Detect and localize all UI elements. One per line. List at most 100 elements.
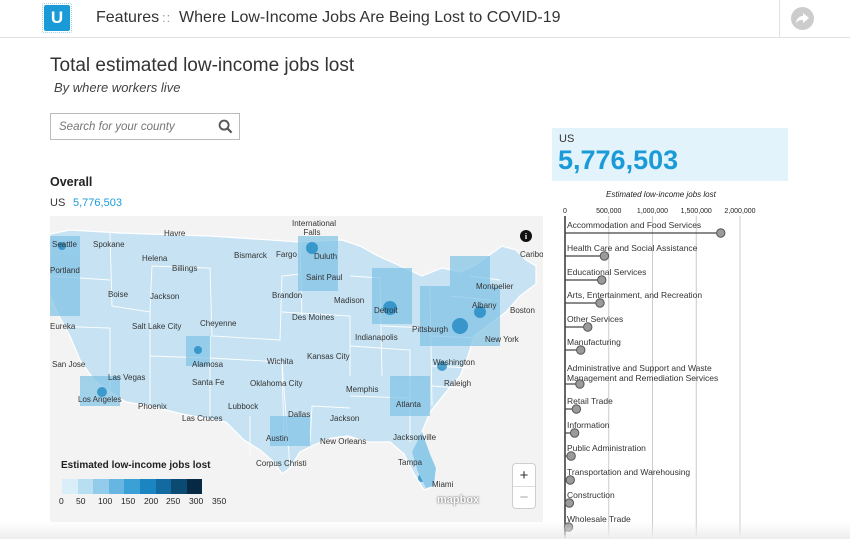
- map-city-label: Madison: [334, 296, 365, 305]
- legend-tick-label: 250: [166, 496, 181, 506]
- us-choropleth-map[interactable]: Havre International Falls Seattle Spokan…: [50, 216, 543, 522]
- overall-value: 5,776,503: [73, 197, 122, 209]
- us-summary-box: US 5,776,503: [552, 128, 788, 181]
- category-label: Arts, Entertainment, and Recreation: [567, 290, 702, 300]
- map-city-label: Salt Lake City: [132, 322, 182, 331]
- category-label: Manufacturing: [567, 337, 621, 347]
- map-city-label: Kansas City: [307, 352, 350, 361]
- category-label: Information: [567, 420, 610, 430]
- map-city-label: Albany: [472, 301, 497, 310]
- site-logo[interactable]: U: [44, 5, 70, 31]
- map-shapes: [50, 229, 537, 491]
- map-city-label: Indianapolis: [355, 333, 398, 342]
- breadcrumb-separator: ::: [162, 10, 172, 25]
- legend-color-scale: [62, 479, 250, 494]
- map-city-label: Dallas: [288, 410, 311, 419]
- logo-frame: [42, 3, 72, 33]
- map-city-label: Miami: [432, 480, 454, 489]
- map-city-label: Brandon: [272, 291, 303, 300]
- legend-swatch: [108, 479, 125, 494]
- map-city-label: Phoenix: [138, 402, 167, 411]
- legend-ticks: 0 50 100 150 200 250 300 350: [55, 496, 250, 508]
- top-bar: U Features :: Where Low-Income Jobs Are …: [0, 0, 850, 38]
- lollipop-point: [599, 251, 610, 261]
- map-city-label: Des Moines: [292, 313, 335, 322]
- category-label: Administrative and Support and Waste: [567, 363, 712, 373]
- map-city-label: Austin: [266, 434, 289, 443]
- map-city-label: Bismarck: [234, 251, 267, 260]
- legend-tick-label: 100: [98, 496, 113, 506]
- category-label: Retail Trade: [567, 396, 613, 406]
- map-city-label: Caribou: [520, 250, 543, 259]
- map-city-label: San Jose: [52, 360, 86, 369]
- section-link[interactable]: Features: [96, 9, 160, 26]
- lollipop-point: [716, 228, 726, 238]
- lollipop-point: [595, 298, 605, 308]
- map-city-label: Montpelier: [476, 282, 514, 291]
- map-city-label: Seattle: [52, 240, 77, 249]
- map-city-label: Spokane: [93, 240, 125, 249]
- map-city-label: Santa Fe: [192, 378, 225, 387]
- legend-swatch: [93, 479, 109, 494]
- us-summary-value: 5,776,503: [558, 145, 679, 175]
- legend-tick-label: 300: [189, 496, 204, 506]
- map-city-label: Jacksonville: [393, 433, 437, 442]
- lollipop-point: [576, 345, 586, 355]
- map-city-label: New York: [485, 335, 519, 344]
- page-bottom-fade: [0, 522, 850, 539]
- map-city-label: Fargo: [276, 250, 297, 259]
- industry-lollipop-chart: 0 500,000 1,000,000 1,500,000 2,000,000 Accom…: [563, 208, 756, 539]
- lollipop-point: [565, 475, 575, 485]
- legend-tick-label: 0: [59, 496, 64, 506]
- share-arrow-icon[interactable]: [791, 7, 814, 30]
- mapbox-attribution-logo[interactable]: mapbox: [437, 494, 480, 506]
- legend-swatch: [171, 479, 187, 494]
- map-city-label: Portland: [50, 266, 80, 275]
- x-tick-label: 2,000,000: [724, 208, 755, 215]
- zoom-in-button[interactable]: +: [519, 466, 529, 484]
- category-label: Accommodation and Food Services: [567, 220, 701, 230]
- county-search[interactable]: [50, 113, 240, 140]
- lollipop-point: [597, 275, 607, 285]
- zoom-out-button[interactable]: −: [513, 486, 535, 508]
- map-city-label: Oklahoma City: [250, 379, 303, 388]
- category-label: Health Care and Social Assistance: [567, 243, 698, 253]
- map-city-label: Las Vegas: [108, 373, 146, 382]
- map-city-label: Raleigh: [444, 379, 472, 388]
- header-divider: [779, 0, 780, 38]
- zoom-control[interactable]: + −: [513, 464, 535, 508]
- map-city-label: International Falls: [292, 219, 337, 237]
- legend-swatch: [124, 479, 140, 494]
- x-tick-label: 1,000,000: [637, 208, 668, 215]
- map-city-label: Saint Paul: [306, 273, 343, 282]
- legend-swatch: [62, 479, 78, 494]
- map-legend: Estimated low-income jobs lost 0 50 100 150…: [55, 460, 250, 508]
- map-city-label: Helena: [142, 254, 168, 263]
- map-city-label: Billings: [172, 264, 198, 273]
- map-city-label: Jackson: [150, 292, 180, 301]
- overall-location: US: [50, 197, 66, 209]
- map-city-label: Pittsburgh: [412, 325, 449, 334]
- map-city-label: Washington: [433, 358, 475, 367]
- lollipop-point: [564, 498, 575, 508]
- map-city-label: Boise: [108, 290, 129, 299]
- map-city-label: Havre: [164, 229, 186, 238]
- x-tick-label: 1,500,000: [681, 208, 712, 215]
- page-title: Where Low-Income Jobs Are Being Lost to …: [179, 9, 561, 26]
- legend-swatch: [77, 479, 94, 494]
- legend-tick-label: 200: [144, 496, 159, 506]
- legend-tick-label: 150: [121, 496, 136, 506]
- map-city-label: Las Cruces: [182, 414, 223, 423]
- search-input[interactable]: [51, 114, 216, 139]
- map-city-label: Wichita: [267, 357, 294, 366]
- category-label: Construction: [567, 490, 615, 500]
- chart-heading: Total estimated low-income jobs lost: [50, 55, 355, 76]
- map-city-label: Boston: [510, 306, 535, 315]
- search-icon[interactable]: [218, 119, 233, 134]
- overall-label: Overall: [50, 175, 93, 189]
- map-city-label: New Orleans: [320, 437, 367, 446]
- category-label: Educational Services: [567, 267, 646, 277]
- chart-subheading: By where workers live: [54, 80, 181, 95]
- x-tick-label: 0: [563, 208, 567, 215]
- info-icon[interactable]: i: [520, 230, 532, 242]
